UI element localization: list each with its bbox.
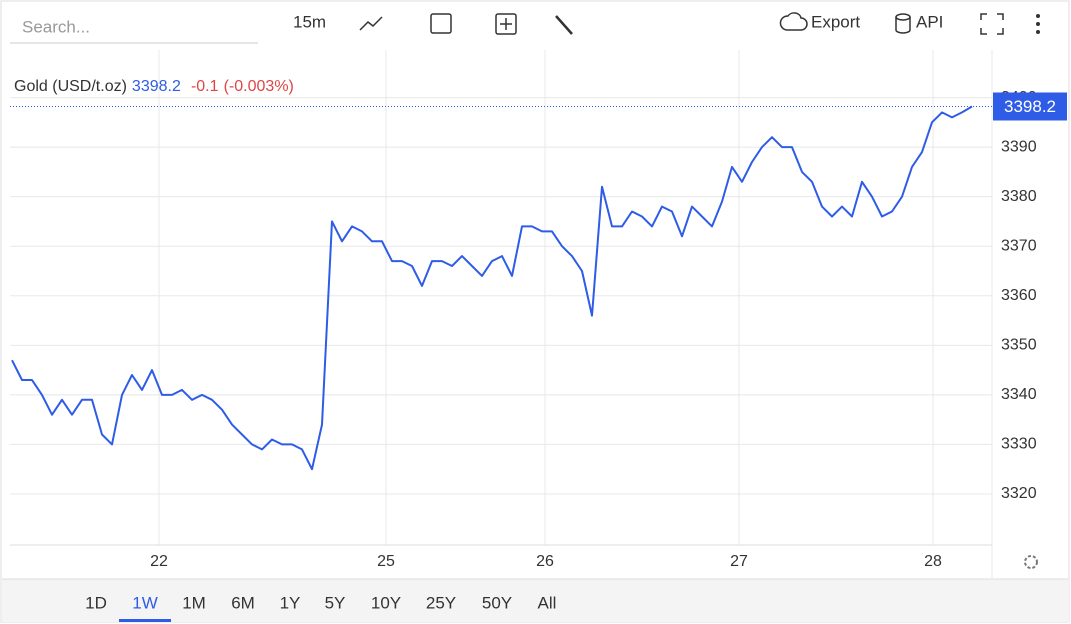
x-tick-label: 27 [730,553,748,570]
range-button[interactable]: 6M [231,593,255,612]
settings-gear[interactable] [1024,555,1038,569]
y-tick-label: 3320 [1001,485,1037,502]
range-button[interactable]: 50Y [482,593,512,612]
range-button[interactable]: All [538,593,557,612]
compare-icon[interactable] [495,13,517,35]
api-icon-body [895,17,911,34]
compare-plus [500,18,512,30]
last-price-tag-label: 3398.2 [1004,97,1056,116]
price-change-pct: (-0.003%) [224,78,294,95]
y-tick-label: 3390 [1001,138,1037,155]
range-button[interactable]: 1D [85,593,107,612]
price-change: -0.1 [191,78,219,95]
y-tick-label: 3380 [1001,188,1037,205]
fullscreen-icon[interactable] [980,13,1004,35]
y-tick-label: 3350 [1001,337,1037,354]
last-price: 3398.2 [132,78,181,95]
api-button[interactable]: API [916,12,943,31]
export-button[interactable]: Export [811,12,860,31]
x-tick-label: 26 [536,553,554,570]
range-button[interactable]: 1W [132,593,158,612]
search-box[interactable]: Search... [22,17,90,36]
price-line [11,105,973,471]
export-icon[interactable] [779,12,808,31]
calendar-icon[interactable] [430,13,452,34]
menu-dot[interactable] [1036,14,1040,18]
range-selected-underline [119,619,171,622]
menu-dot [1036,30,1040,34]
range-button[interactable]: 5Y [325,593,346,612]
x-tick-label: 22 [150,553,168,570]
settings-wrench[interactable] [555,15,573,35]
interval-button[interactable]: 15m [293,12,326,31]
plot: 3320333033403350336033703380339034002225… [10,89,1067,570]
range-button[interactable]: 1Y [280,593,301,612]
last-price-tag [993,92,1067,121]
range-button[interactable]: 1M [182,593,206,612]
y-tick-label: 3340 [1001,386,1037,403]
menu-dot [1036,22,1040,26]
grid [10,50,992,545]
range-button[interactable]: 25Y [426,593,456,612]
y-tick-label: 3330 [1001,436,1037,453]
x-tick-label: 28 [924,553,942,570]
y-tick-label: 3370 [1001,237,1037,254]
range-bar [2,579,1069,622]
range-button[interactable]: 10Y [371,593,401,612]
y-tick-label: 3360 [1001,287,1037,304]
range-buttons: 1D 1W 1M 6M 1Y 5Y 10Y 25Y 50Y All [85,593,556,622]
x-tick-label: 25 [377,553,395,570]
chart-type-icon[interactable] [359,16,383,31]
series-name: Gold (USD/t.oz) [14,78,127,95]
